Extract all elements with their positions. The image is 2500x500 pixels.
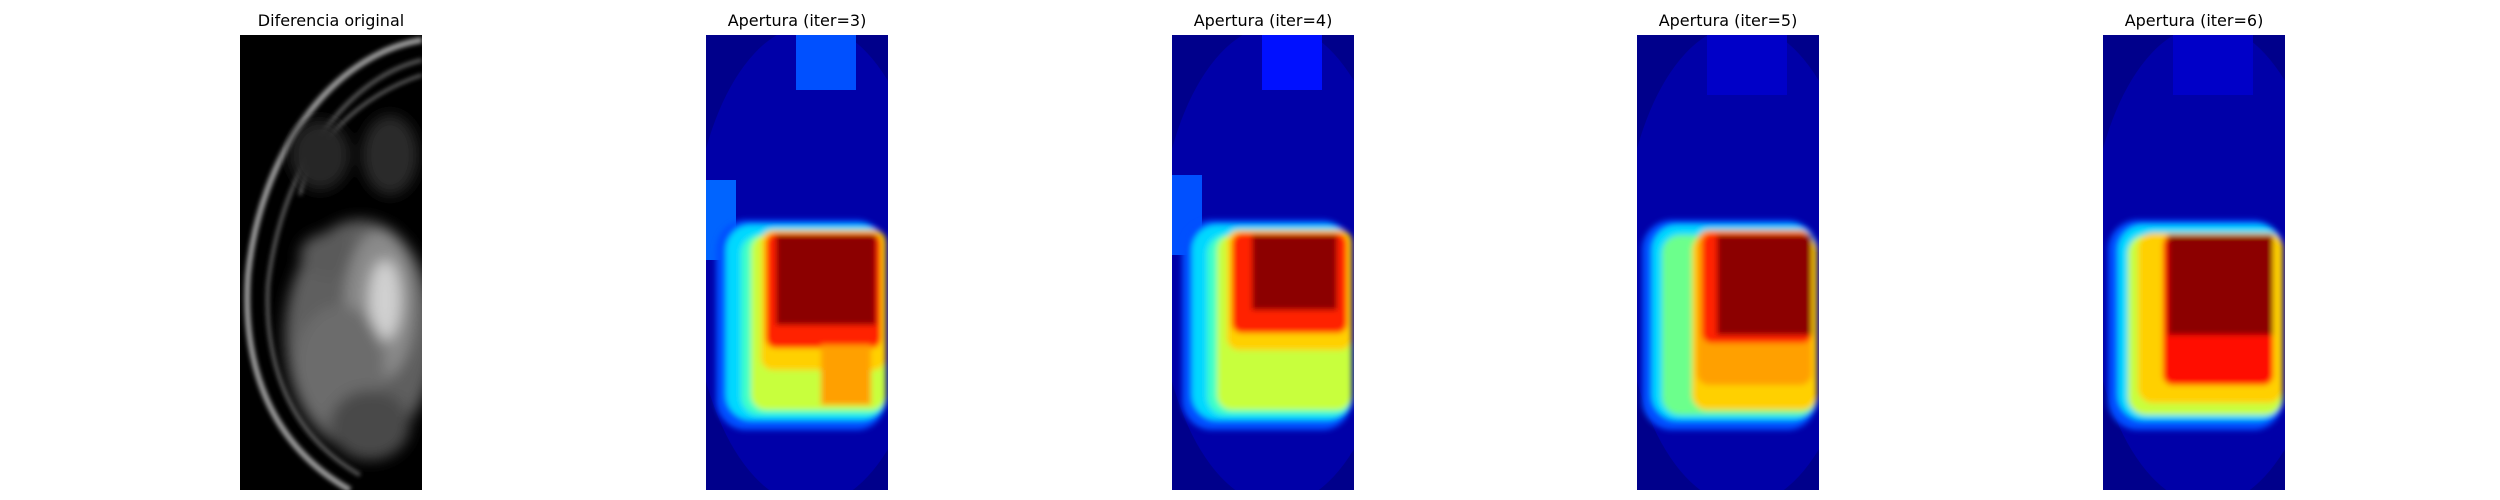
panel-title: Diferencia original [257, 11, 405, 30]
panel-original: Diferencia original [240, 0, 422, 500]
heatmap-image [706, 35, 888, 490]
heatmap-image [1637, 35, 1819, 490]
panel-title: Apertura (iter=5) [1658, 11, 1798, 30]
panel-title: Apertura (iter=3) [727, 11, 867, 30]
heatmap-image [2103, 35, 2285, 490]
panel-title: Apertura (iter=4) [1193, 11, 1333, 30]
grayscale-mri-image [240, 35, 422, 490]
panel-title: Apertura (iter=6) [2124, 11, 2264, 30]
panel-apertura-iter4: Apertura (iter=4) [1172, 0, 1354, 500]
panel-apertura-iter6: Apertura (iter=6) [2103, 0, 2285, 500]
panel-apertura-iter3: Apertura (iter=3) [706, 0, 888, 500]
heatmap-image [1172, 35, 1354, 490]
panel-apertura-iter5: Apertura (iter=5) [1637, 0, 1819, 500]
